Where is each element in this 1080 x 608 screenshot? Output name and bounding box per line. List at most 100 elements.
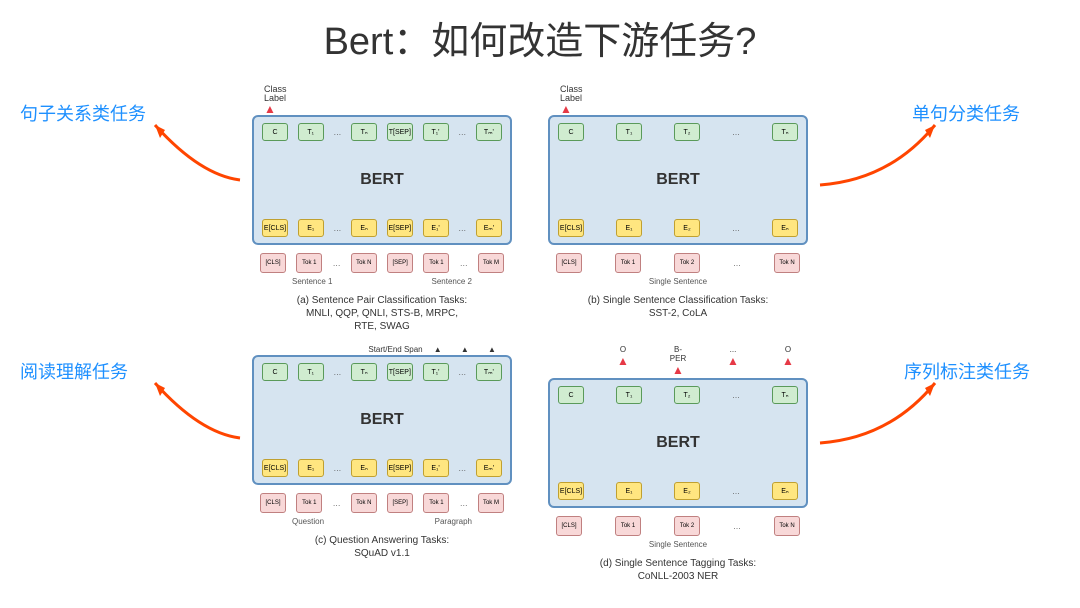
bert-label: BERT — [360, 411, 404, 429]
token: … — [333, 253, 341, 273]
token: E₂ — [674, 482, 700, 500]
bracket-c1: Question — [292, 517, 324, 526]
token: Tok N — [774, 253, 800, 273]
label-top-right: 单句分类任务 — [912, 100, 1020, 126]
token: E[CLS] — [262, 219, 288, 237]
token: … — [733, 253, 741, 273]
token: … — [732, 219, 740, 237]
token: T₁ — [616, 123, 642, 141]
token: Tₘ' — [476, 123, 502, 141]
token: [CLS] — [556, 253, 582, 273]
start-end-label: Start/End Span▲▲▲ — [252, 345, 512, 354]
token: E₁' — [423, 219, 449, 237]
class-label-a: ClassLabel▲ — [252, 85, 512, 115]
label-bottom-left: 阅读理解任务 — [20, 358, 128, 384]
token: E₁ — [298, 219, 324, 237]
token: … — [333, 459, 341, 477]
token: [CLS] — [260, 493, 286, 513]
bert-box-b: CT₁T₂…Tₙ BERT E[CLS]E₁E₂…Eₙ — [548, 115, 808, 245]
caption-d: (d) Single Sentence Tagging Tasks:CoNLL-… — [548, 557, 808, 583]
token: T₁ — [616, 386, 642, 404]
token: … — [333, 219, 341, 237]
token: T[SEP] — [387, 123, 413, 141]
token: … — [732, 123, 740, 141]
bracket-d: Single Sentence — [649, 540, 707, 549]
bracket-c2: Paragraph — [435, 517, 472, 526]
token: T₁' — [423, 123, 449, 141]
token: Tₙ — [772, 386, 798, 404]
token: … — [333, 123, 341, 141]
token: E₁ — [616, 482, 642, 500]
token: T₂ — [674, 386, 700, 404]
tag-labels: O▲B-PER▲...▲O▲ — [548, 345, 808, 377]
token: … — [460, 253, 468, 273]
token: C — [262, 123, 288, 141]
panel-a: ClassLabel▲ C T₁ … Tₙ T[SEP] T₁' … Tₘ' BERT E[C… — [252, 85, 512, 333]
token: Tok N — [351, 253, 377, 273]
token: E[CLS] — [558, 482, 584, 500]
token: Tok 1 — [615, 253, 641, 273]
token: … — [732, 482, 740, 500]
token: Tok M — [478, 493, 504, 513]
token: [SEP] — [387, 253, 413, 273]
bert-label: BERT — [656, 171, 700, 189]
token: T₁' — [423, 363, 449, 381]
token: Eₙ — [772, 482, 798, 500]
bert-box-c: CT₁…TₙT[SEP]T₁'…Tₘ' BERT E[CLS]E₁…EₙE[SE… — [252, 355, 512, 485]
panel-d: O▲B-PER▲...▲O▲ CT₁T₂…Tₙ BERT E[CLS]E₁E₂…… — [548, 345, 808, 583]
token: T₁ — [298, 123, 324, 141]
panel-b: ClassLabel▲ CT₁T₂…Tₙ BERT E[CLS]E₁E₂…Eₙ … — [548, 85, 808, 320]
token: E[SEP] — [387, 459, 413, 477]
token: Tₙ — [351, 123, 377, 141]
token: … — [458, 123, 466, 141]
bracket-a1: Sentence 1 — [292, 277, 332, 286]
bert-box-d: CT₁T₂…Tₙ BERT E[CLS]E₁E₂…Eₙ — [548, 378, 808, 508]
token: C — [262, 363, 288, 381]
token: … — [333, 493, 341, 513]
token: C — [558, 386, 584, 404]
label-top-left: 句子关系类任务 — [20, 100, 146, 126]
token: T₁ — [298, 363, 324, 381]
token: E₁ — [298, 459, 324, 477]
token: Tok 2 — [674, 516, 700, 536]
label-bottom-right: 序列标注类任务 — [904, 358, 1030, 384]
token: Tok N — [774, 516, 800, 536]
token: Eₘ' — [476, 459, 502, 477]
caption-c: (c) Question Answering Tasks:SQuAD v1.1 — [252, 534, 512, 560]
token: [CLS] — [556, 516, 582, 536]
token: Eₙ — [772, 219, 798, 237]
token: Tok 1 — [615, 516, 641, 536]
token: Tok 1 — [296, 493, 322, 513]
token: E₂ — [674, 219, 700, 237]
bracket-a2: Sentence 2 — [432, 277, 472, 286]
token: Tok M — [478, 253, 504, 273]
arrow-top-left — [140, 110, 260, 205]
token: Tok 2 — [674, 253, 700, 273]
bert-label: BERT — [360, 171, 404, 189]
caption-b: (b) Single Sentence Classification Tasks… — [548, 294, 808, 320]
token: [SEP] — [387, 493, 413, 513]
token: E₁' — [423, 459, 449, 477]
token: Tok 1 — [296, 253, 322, 273]
token: Tok N — [351, 493, 377, 513]
token: E[CLS] — [262, 459, 288, 477]
bert-box-a: C T₁ … Tₙ T[SEP] T₁' … Tₘ' BERT E[CLS] E₁ … Eₙ E[SE… — [252, 115, 512, 245]
token: Tₘ' — [476, 363, 502, 381]
token: … — [458, 363, 466, 381]
token: E[CLS] — [558, 219, 584, 237]
token: Tok 1 — [423, 493, 449, 513]
bracket-b: Single Sentence — [649, 277, 707, 286]
token: T₂ — [674, 123, 700, 141]
token: Tₙ — [351, 363, 377, 381]
arrow-bottom-left — [140, 368, 260, 463]
panel-c: Start/End Span▲▲▲ CT₁…TₙT[SEP]T₁'…Tₘ' BE… — [252, 345, 512, 560]
token: … — [732, 386, 740, 404]
token: [CLS] — [260, 253, 286, 273]
token: … — [733, 516, 741, 536]
token: E[SEP] — [387, 219, 413, 237]
class-label-b: ClassLabel▲ — [548, 85, 808, 115]
token: Eₙ — [351, 219, 377, 237]
token: … — [458, 459, 466, 477]
caption-a: (a) Sentence Pair Classification Tasks:M… — [252, 294, 512, 333]
token: Tok 1 — [423, 253, 449, 273]
